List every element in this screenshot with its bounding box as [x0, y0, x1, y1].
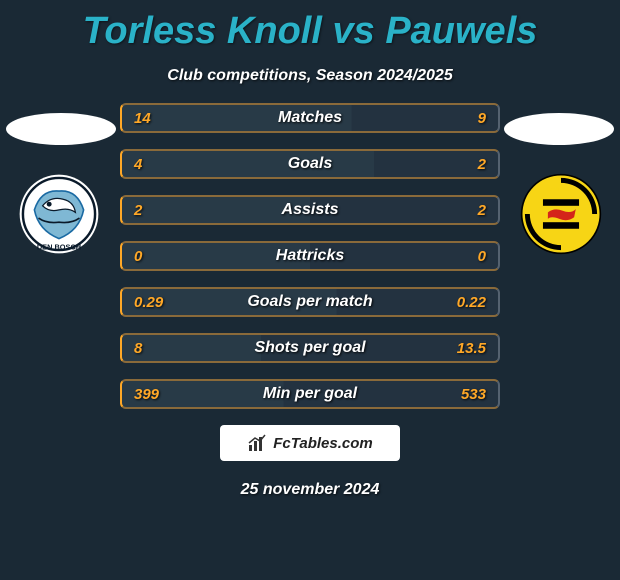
svg-text:CAMBUUR: CAMBUUR — [546, 187, 576, 193]
stat-value-left: 0.29 — [134, 294, 163, 311]
date-label: 25 november 2024 — [0, 481, 620, 499]
player1-name: Torless Knoll — [83, 10, 322, 52]
stat-row: 2 Assists 2 — [120, 195, 500, 225]
stat-row: 0.29 Goals per match 0.22 — [120, 287, 500, 317]
stat-row: 14 Matches 9 — [120, 103, 500, 133]
comparison-title: Torless Knoll vs Pauwels — [0, 0, 620, 53]
stat-label: Matches — [278, 109, 342, 127]
player2-name: Pauwels — [385, 10, 537, 52]
stat-value-left: 4 — [134, 156, 142, 173]
stat-label: Hattricks — [276, 247, 344, 265]
subtitle: Club competitions, Season 2024/2025 — [0, 67, 620, 85]
svg-text:DEN BOSCH: DEN BOSCH — [37, 242, 81, 251]
main-content: DEN BOSCH CAMBUUR 14 Matches 9 4 Goals 2 2 Assi… — [0, 103, 620, 409]
player1-silhouette — [6, 113, 116, 145]
stat-value-right: 2 — [478, 156, 486, 173]
stat-row: 399 Min per goal 533 — [120, 379, 500, 409]
team1-badge: DEN BOSCH — [18, 173, 100, 255]
site-attribution: FcTables.com — [220, 425, 400, 461]
stat-value-right: 9 — [478, 110, 486, 127]
den-bosch-logo-icon: DEN BOSCH — [18, 173, 100, 255]
stat-value-left: 2 — [134, 202, 142, 219]
stat-value-right: 0.22 — [457, 294, 486, 311]
team2-badge: CAMBUUR — [520, 173, 602, 255]
stat-label: Assists — [282, 201, 339, 219]
cambuur-logo-icon: CAMBUUR — [520, 173, 602, 255]
stat-row: 8 Shots per goal 13.5 — [120, 333, 500, 363]
stat-label: Min per goal — [263, 385, 357, 403]
chart-icon — [247, 433, 267, 453]
site-label: FcTables.com — [273, 435, 372, 452]
stat-value-left: 14 — [134, 110, 151, 127]
vs-text: vs — [332, 10, 374, 52]
stat-value-right: 2 — [478, 202, 486, 219]
stat-value-left: 399 — [134, 386, 159, 403]
stats-list: 14 Matches 9 4 Goals 2 2 Assists 2 0 Hattricks 0 0.2… — [120, 103, 500, 409]
stat-label: Goals per match — [247, 293, 372, 311]
stat-value-right: 13.5 — [457, 340, 486, 357]
stat-value-left: 0 — [134, 248, 142, 265]
player2-silhouette — [504, 113, 614, 145]
stat-label: Goals — [288, 155, 332, 173]
stat-value-right: 533 — [461, 386, 486, 403]
stat-row: 0 Hattricks 0 — [120, 241, 500, 271]
stat-value-left: 8 — [134, 340, 142, 357]
stat-row: 4 Goals 2 — [120, 149, 500, 179]
stat-label: Shots per goal — [254, 339, 365, 357]
stat-value-right: 0 — [478, 248, 486, 265]
